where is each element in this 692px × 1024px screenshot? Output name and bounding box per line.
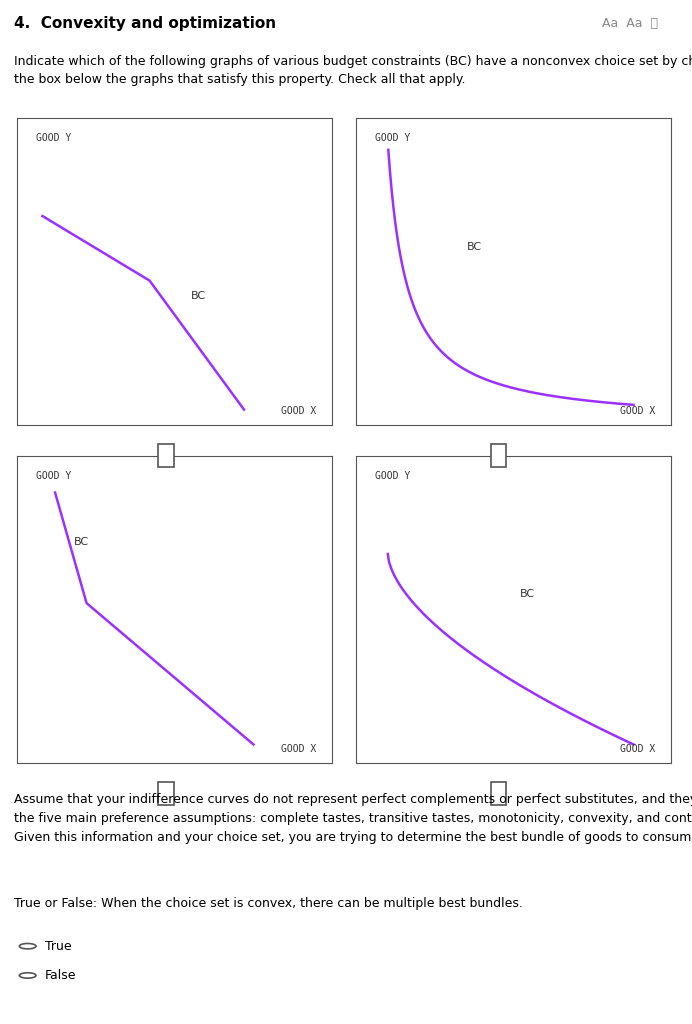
Text: GOOD X: GOOD X	[620, 406, 655, 416]
Text: BC: BC	[466, 242, 482, 252]
Text: False: False	[45, 969, 77, 982]
Text: BC: BC	[190, 291, 206, 301]
FancyBboxPatch shape	[491, 444, 506, 467]
FancyBboxPatch shape	[158, 782, 174, 805]
Text: GOOD X: GOOD X	[281, 743, 316, 754]
Text: Indicate which of the following graphs of various budget constraints (BC) have a: Indicate which of the following graphs o…	[14, 55, 692, 86]
Text: GOOD Y: GOOD Y	[375, 471, 410, 481]
Text: GOOD Y: GOOD Y	[375, 133, 410, 143]
Text: Assume that your indifference curves do not represent perfect complements or per: Assume that your indifference curves do …	[14, 793, 692, 844]
FancyBboxPatch shape	[158, 444, 174, 467]
FancyBboxPatch shape	[491, 782, 506, 805]
Text: 4.  Convexity and optimization: 4. Convexity and optimization	[14, 15, 276, 31]
Text: GOOD Y: GOOD Y	[36, 471, 71, 481]
Text: GOOD X: GOOD X	[620, 743, 655, 754]
Text: Aa  Aa  🖨: Aa Aa 🖨	[602, 16, 658, 30]
Text: GOOD Y: GOOD Y	[36, 133, 71, 143]
Text: BC: BC	[74, 537, 89, 547]
Text: True: True	[45, 940, 71, 952]
Text: BC: BC	[520, 589, 535, 599]
Text: True or False: When the choice set is convex, there can be multiple best bundles: True or False: When the choice set is co…	[14, 897, 522, 909]
Text: GOOD X: GOOD X	[281, 406, 316, 416]
